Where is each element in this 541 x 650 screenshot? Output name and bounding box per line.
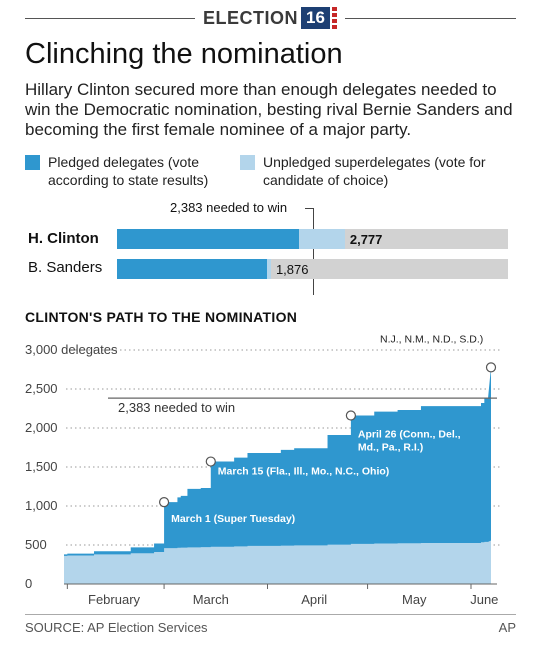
needed-to-win-line xyxy=(312,208,314,295)
x-tick-label: February xyxy=(88,592,141,607)
sanders-total-label: 1,876 xyxy=(275,262,309,277)
source-rule xyxy=(25,614,516,615)
total-delegates-area xyxy=(64,367,491,584)
clinton-bar-label: H. Clinton xyxy=(28,230,99,247)
needed-to-win-threshold-label: 2,383 needed to win xyxy=(118,400,235,415)
y-tick-label: 500 xyxy=(25,537,47,552)
logo-number: 16 xyxy=(301,7,331,29)
legend-pledged-label: Pledged delegates (vote according to sta… xyxy=(48,154,209,188)
credit: AP xyxy=(498,620,516,635)
election-16-logo: ELECTION 16 xyxy=(203,5,338,31)
clinton-superdelegate-bar xyxy=(299,229,345,249)
clinton-total-label: 2,777 xyxy=(349,232,383,247)
headline: Clinching the nomination xyxy=(25,38,343,70)
annotation-label: April 26 (Conn., Del., xyxy=(358,429,461,441)
flag-stripes-icon xyxy=(332,7,338,29)
legend-pledged: Pledged delegates (vote according to sta… xyxy=(25,153,225,189)
legend-pledged-swatch xyxy=(25,155,40,170)
sanders-pledged-bar xyxy=(117,259,268,279)
needed-to-win-tick xyxy=(305,208,314,209)
legend-unpledged-label: Unpledged superdelegates (vote for candi… xyxy=(263,154,486,188)
sanders-superdelegate-bar xyxy=(267,259,271,279)
annotation-marker xyxy=(485,362,497,373)
annotation-label: N.J., N.M., N.D., S.D.) xyxy=(380,335,483,345)
legend-unpledged-swatch xyxy=(240,155,255,170)
superdelegates-area xyxy=(64,540,491,584)
y-tick-label: 1,500 xyxy=(25,459,58,474)
annotation-label: March 1 (Super Tuesday) xyxy=(171,513,295,525)
annotation-marker xyxy=(158,497,170,508)
header-rule-right xyxy=(345,18,516,19)
logo-word: ELECTION xyxy=(203,7,299,28)
source-note: SOURCE: AP Election Services xyxy=(25,620,208,635)
x-tick-label: June xyxy=(470,592,498,607)
x-tick-label: April xyxy=(301,592,327,607)
clinton-pledged-bar xyxy=(117,229,300,249)
header-rule-left xyxy=(25,18,195,19)
y-tick-label: 3,000 delegates xyxy=(25,342,118,357)
sanders-bar-label: B. Sanders xyxy=(28,259,103,276)
path-chart: 0 500 1,000 1,500 2,000 2,500 3,000 delegates 2… xyxy=(25,335,500,607)
x-tick-label: May xyxy=(402,592,427,607)
annotation-label: March 15 (Fla., Ill., Mo., N.C., Ohio) xyxy=(218,466,390,478)
y-tick-label: 2,000 xyxy=(25,420,58,435)
legend-unpledged: Unpledged superdelegates (vote for candi… xyxy=(240,153,515,189)
annotation-marker xyxy=(205,456,216,467)
x-tick-label: March xyxy=(193,592,229,607)
intro-text: Hillary Clinton secured more than enough… xyxy=(25,80,513,139)
needed-to-win-label: 2,383 needed to win xyxy=(170,200,288,215)
y-tick-label: 2,500 xyxy=(25,381,58,396)
path-chart-title: CLINTON'S PATH TO THE NOMINATION xyxy=(25,309,298,325)
y-tick-label: 1,000 xyxy=(25,498,58,513)
y-tick-label: 0 xyxy=(25,576,32,591)
annotation-label: Md., Pa., R.I.) xyxy=(358,442,423,454)
annotation-marker xyxy=(345,410,356,421)
